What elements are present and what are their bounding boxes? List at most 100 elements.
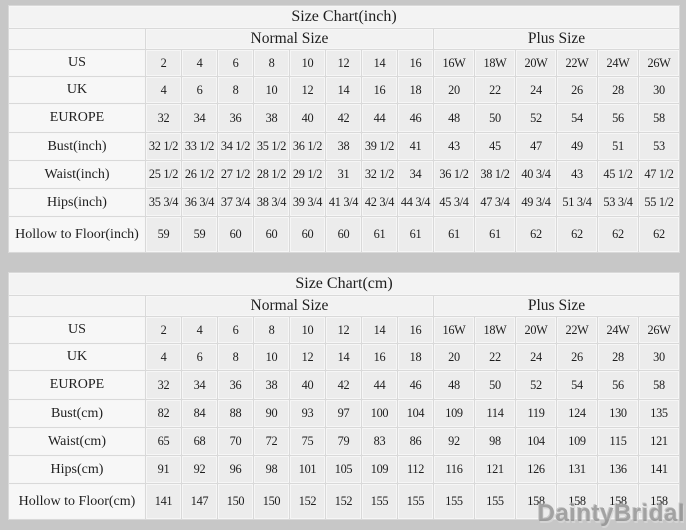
- size-cell: 18W: [474, 49, 516, 77]
- size-cell: 32: [145, 370, 182, 400]
- table-title: Size Chart(cm): [8, 272, 680, 296]
- size-cell: 152: [289, 483, 326, 520]
- size-cell: 38: [253, 103, 290, 133]
- size-cell: 35 1/2: [253, 132, 290, 161]
- size-cell: 61: [397, 216, 434, 253]
- size-cell: 26W: [638, 49, 680, 77]
- size-cell: 42: [325, 103, 362, 133]
- table-row: EUROPE 32 34 36 38 40 42 44 46 48 50 52 54 56 58: [8, 370, 680, 400]
- size-cell: 12: [325, 49, 362, 77]
- size-cell: 16: [397, 49, 434, 77]
- size-cell: 38 1/2: [474, 160, 516, 189]
- size-cell: 24: [515, 76, 557, 104]
- size-cell: 38: [325, 132, 362, 161]
- size-cell: 98: [474, 427, 516, 456]
- size-cell: 48: [433, 103, 475, 133]
- size-cell: 36 1/2: [289, 132, 326, 161]
- table-row: Hips(inch) 35 3/4 36 3/4 37 3/4 38 3/4 39 3/4…: [8, 188, 680, 217]
- size-cell: 109: [433, 399, 475, 428]
- size-cell: 42 3/4: [361, 188, 398, 217]
- row-label: Bust(cm): [8, 399, 146, 428]
- size-cell: 34 1/2: [217, 132, 254, 161]
- size-cell: 36 3/4: [181, 188, 218, 217]
- size-cell: 50: [474, 103, 516, 133]
- size-cell: 54: [556, 370, 598, 400]
- size-cell: 59: [145, 216, 182, 253]
- size-cell: 70: [217, 427, 254, 456]
- size-cell: 16: [397, 316, 434, 344]
- size-cell: 58: [638, 103, 680, 133]
- size-cell: 28 1/2: [253, 160, 290, 189]
- size-cell: 45: [474, 132, 516, 161]
- row-label: UK: [8, 343, 146, 371]
- size-cell: 33 1/2: [181, 132, 218, 161]
- size-cell: 88: [217, 399, 254, 428]
- size-cell: 56: [597, 370, 639, 400]
- size-cell: 8: [253, 49, 290, 77]
- size-cell: 20W: [515, 49, 557, 77]
- size-cell: 44: [361, 103, 398, 133]
- size-cell: 60: [289, 216, 326, 253]
- size-cell: 14: [361, 49, 398, 77]
- size-cell: 42: [325, 370, 362, 400]
- size-cell: 130: [597, 399, 639, 428]
- size-cell: 101: [289, 455, 326, 484]
- size-cell: 136: [597, 455, 639, 484]
- size-cell: 150: [217, 483, 254, 520]
- size-cell: 100: [361, 399, 398, 428]
- size-cell: 24: [515, 343, 557, 371]
- size-cell: 92: [181, 455, 218, 484]
- size-cell: 82: [145, 399, 182, 428]
- size-cell: 2: [145, 49, 182, 77]
- size-cell: 24W: [597, 316, 639, 344]
- size-cell: 49 3/4: [515, 188, 557, 217]
- size-cell: 83: [361, 427, 398, 456]
- size-cell: 45 3/4: [433, 188, 475, 217]
- size-cell: 37 3/4: [217, 188, 254, 217]
- size-cell: 50: [474, 370, 516, 400]
- row-label: Bust(inch): [8, 132, 146, 161]
- size-cell: 4: [181, 316, 218, 344]
- size-cell: 115: [597, 427, 639, 456]
- size-cell: 104: [515, 427, 557, 456]
- size-cell: 59: [181, 216, 218, 253]
- size-chart-cm-table: Size Chart(cm) Normal Size Plus Size US 2 4 6 8…: [8, 272, 680, 520]
- size-cell: 56: [597, 103, 639, 133]
- size-cell: 44: [361, 370, 398, 400]
- size-cell: 61: [361, 216, 398, 253]
- row-label: Hips(inch): [8, 188, 146, 217]
- table-row: Hollow to Floor(cm) 141 147 150 150 152 152 155…: [8, 483, 680, 520]
- size-cell: 91: [145, 455, 182, 484]
- size-cell: 51 3/4: [556, 188, 598, 217]
- size-cell: 119: [515, 399, 557, 428]
- size-cell: 4: [145, 76, 182, 104]
- size-cell: 116: [433, 455, 475, 484]
- size-cell: 114: [474, 399, 516, 428]
- size-cell: 98: [253, 455, 290, 484]
- size-cell: 12: [289, 343, 326, 371]
- size-cell: 30: [638, 343, 680, 371]
- size-cell: 24W: [597, 49, 639, 77]
- table-row: Hips(cm) 91 92 96 98 101 105 109 112 116 121 126 131…: [8, 455, 680, 484]
- size-cell: 141: [145, 483, 182, 520]
- size-cell: 45 1/2: [597, 160, 639, 189]
- size-cell: 46: [397, 103, 434, 133]
- table-row: Waist(inch) 25 1/2 26 1/2 27 1/2 28 1/2 29 1/…: [8, 160, 680, 189]
- size-cell: 39 1/2: [361, 132, 398, 161]
- size-cell: 61: [433, 216, 475, 253]
- size-cell: 34: [181, 370, 218, 400]
- size-cell: 47 3/4: [474, 188, 516, 217]
- row-label: Hollow to Floor(inch): [8, 216, 146, 253]
- size-cell: 6: [181, 343, 218, 371]
- plus-size-header: Plus Size: [433, 28, 680, 50]
- size-cell: 79: [325, 427, 362, 456]
- size-cell: 124: [556, 399, 598, 428]
- size-cell: 10: [253, 343, 290, 371]
- table-row: Bust(inch) 32 1/2 33 1/2 34 1/2 35 1/2 36 1/2…: [8, 132, 680, 161]
- size-cell: 18: [397, 343, 434, 371]
- size-cell: 68: [181, 427, 218, 456]
- size-cell: 22W: [556, 49, 598, 77]
- size-cell: 104: [397, 399, 434, 428]
- size-cell: 121: [638, 427, 680, 456]
- size-cell: 55 1/2: [638, 188, 680, 217]
